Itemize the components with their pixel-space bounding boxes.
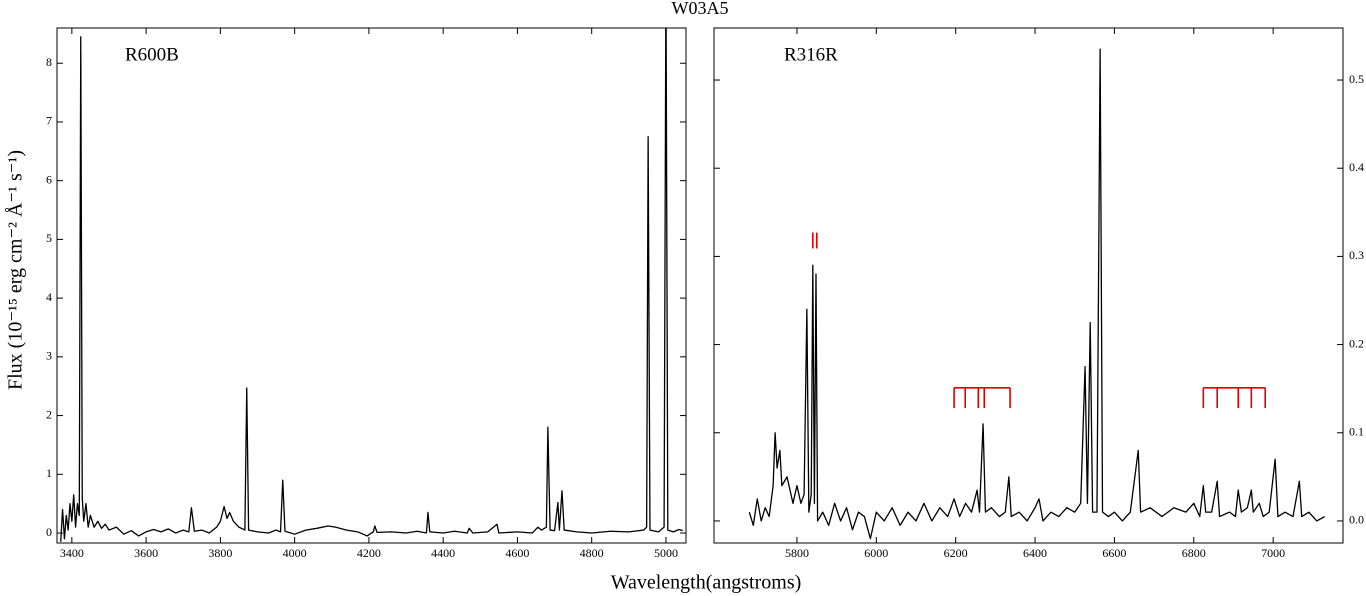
axes-frame (713, 27, 1344, 544)
x-tick-label: 6200 (944, 546, 968, 560)
x-tick-label: 4000 (283, 546, 307, 560)
axes-frame (56, 27, 687, 544)
y-tick-label: 1 (46, 466, 52, 480)
y-tick-label: 0.3 (1349, 248, 1364, 262)
x-tick-label: 3400 (60, 546, 84, 560)
y-axis-label: Flux (10⁻¹⁵ erg cm⁻² Å⁻¹ s⁻¹) (5, 150, 27, 390)
x-tick-label: 4200 (357, 546, 381, 560)
y-tick-label: 2 (46, 407, 52, 421)
panel-label: R316R (784, 44, 838, 65)
y-tick-label: 8 (46, 55, 52, 69)
x-tick-label: 6400 (1023, 546, 1047, 560)
x-tick-label: 6800 (1182, 546, 1206, 560)
x-tick-label: 4800 (580, 546, 604, 560)
x-tick-label: 4600 (505, 546, 529, 560)
x-tick-label: 3600 (134, 546, 158, 560)
y-tick-label: 0.1 (1349, 425, 1364, 439)
spectrum-line (60, 28, 683, 542)
x-tick-label: 7000 (1261, 546, 1285, 560)
x-tick-label: 5800 (785, 546, 809, 560)
x-tick-label: 6000 (864, 546, 888, 560)
y-tick-label: 5 (46, 231, 52, 245)
x-axis-label: Wavelength(angstroms) (611, 572, 802, 594)
y-tick-label: 7 (46, 114, 52, 128)
y-tick-label: 0.4 (1349, 160, 1364, 174)
y-tick-label: 0.0 (1349, 513, 1364, 527)
x-tick-label: 5000 (654, 546, 678, 560)
figure-title: W03A5 (672, 0, 729, 18)
plot-area (748, 48, 1326, 540)
y-tick-label: 4 (46, 290, 52, 304)
x-tick-label: 3800 (208, 546, 232, 560)
spectrum-line (748, 48, 1326, 540)
y-tick-label: 3 (46, 349, 52, 363)
y-tick-label: 0 (46, 525, 52, 539)
x-tick-label: 4400 (431, 546, 455, 560)
panel-label: R600B (125, 44, 179, 65)
y-tick-label: 6 (46, 172, 52, 186)
x-tick-label: 6600 (1102, 546, 1126, 560)
y-tick-label: 0.2 (1349, 336, 1364, 350)
plot-area (60, 28, 683, 542)
y-tick-label: 0.5 (1349, 72, 1364, 86)
